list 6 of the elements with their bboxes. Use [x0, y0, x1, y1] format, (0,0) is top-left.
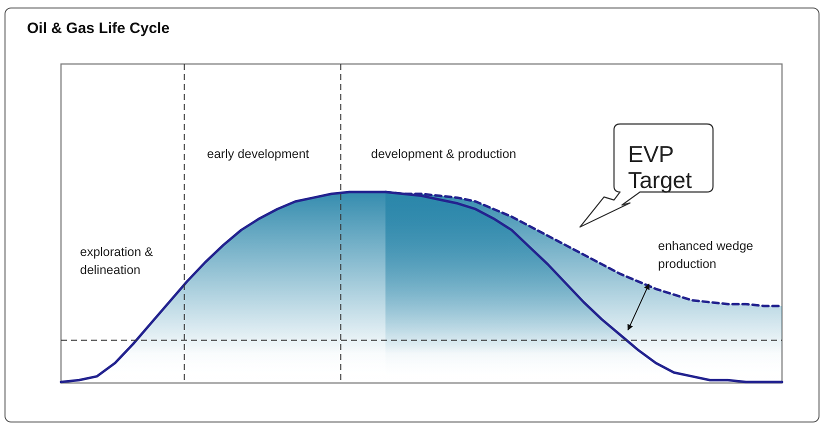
text: early development [207, 147, 310, 161]
annotation: EVP Target [628, 141, 693, 193]
annotation: exploration & delineation [80, 245, 154, 277]
text: development & production [371, 147, 516, 161]
annotation: enhanced wedge production [658, 239, 754, 271]
chart-title: Oil & Gas Life Cycle [27, 20, 170, 37]
